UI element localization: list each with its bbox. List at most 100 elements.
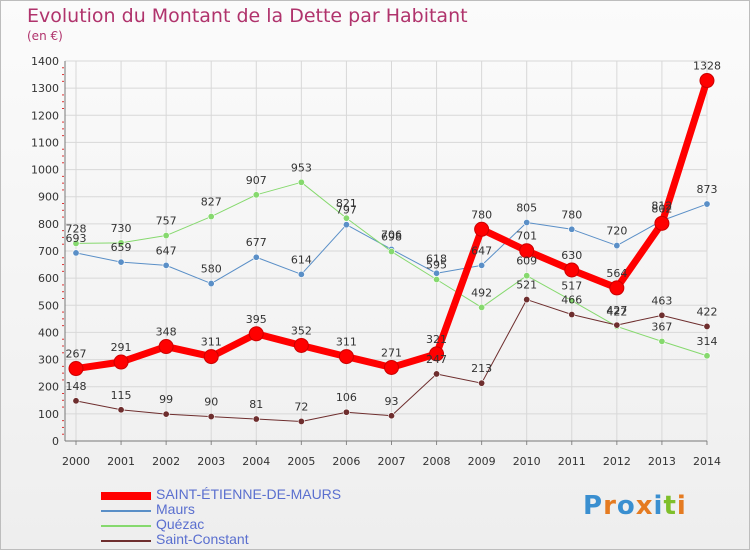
- data-point-saint-constant: [162, 410, 170, 418]
- data-label-saint-tienne-de-maurs: 802: [651, 202, 672, 215]
- data-label-qu-zac: 827: [201, 196, 222, 209]
- x-tick-label: 2001: [107, 455, 135, 468]
- data-label-saint-constant: 99: [159, 393, 173, 406]
- data-label-saint-tienne-de-maurs: 271: [381, 346, 402, 359]
- data-label-qu-zac: 953: [291, 161, 312, 174]
- data-point-maurs: [117, 258, 125, 266]
- x-tick-label: 2006: [332, 455, 360, 468]
- data-label-saint-tienne-de-maurs: 630: [561, 249, 582, 262]
- data-point-qu-zac: [297, 178, 305, 186]
- legend-swatch: [101, 492, 151, 500]
- data-point-saint-tienne-de-maurs: [158, 339, 174, 355]
- data-point-qu-zac: [162, 232, 170, 240]
- data-point-qu-zac: [387, 248, 395, 256]
- data-point-saint-constant: [297, 417, 305, 425]
- y-tick-label: 300: [38, 354, 59, 367]
- y-tick-label: 800: [38, 218, 59, 231]
- y-tick-label: 1100: [31, 136, 59, 149]
- data-point-saint-tienne-de-maurs: [203, 349, 219, 365]
- data-point-qu-zac: [207, 213, 215, 221]
- data-label-maurs: 647: [156, 244, 177, 257]
- data-point-saint-constant: [117, 406, 125, 414]
- unit-label: (en €): [27, 29, 63, 43]
- data-point-saint-tienne-de-maurs: [113, 354, 129, 370]
- data-label-maurs: 659: [111, 241, 132, 254]
- data-label-maurs: 618: [426, 252, 447, 265]
- data-point-saint-constant: [568, 311, 576, 319]
- data-point-qu-zac: [523, 272, 531, 280]
- data-label-saint-constant: 93: [384, 395, 398, 408]
- data-label-saint-constant: 90: [204, 396, 218, 409]
- data-label-saint-tienne-de-maurs: 311: [336, 336, 357, 349]
- data-point-saint-tienne-de-maurs: [564, 262, 580, 278]
- data-point-saint-tienne-de-maurs: [699, 73, 715, 89]
- data-point-qu-zac: [478, 303, 486, 311]
- data-label-maurs: 677: [246, 236, 267, 249]
- data-label-saint-tienne-de-maurs: 348: [156, 326, 177, 339]
- data-point-saint-constant: [207, 413, 215, 421]
- data-point-saint-constant: [72, 397, 80, 405]
- data-label-qu-zac: 821: [336, 197, 357, 210]
- data-point-saint-tienne-de-maurs: [68, 361, 84, 377]
- data-point-maurs: [478, 261, 486, 269]
- data-point-saint-tienne-de-maurs: [474, 221, 490, 237]
- y-tick-label: 200: [38, 381, 59, 394]
- data-point-qu-zac: [658, 337, 666, 345]
- data-label-saint-constant: 72: [294, 400, 308, 413]
- data-label-maurs: 797: [336, 204, 357, 217]
- data-label-saint-tienne-de-maurs: 1328: [693, 60, 721, 73]
- data-point-maurs: [523, 219, 531, 227]
- data-label-saint-constant: 148: [66, 380, 87, 393]
- data-point-saint-tienne-de-maurs: [654, 215, 670, 231]
- data-point-qu-zac: [72, 239, 80, 247]
- data-point-maurs: [342, 221, 350, 229]
- data-point-saint-constant: [613, 321, 621, 329]
- x-tick-label: 2004: [242, 455, 270, 468]
- data-point-maurs: [297, 270, 305, 278]
- x-tick-label: 2010: [513, 455, 541, 468]
- data-label-qu-zac: 730: [111, 222, 132, 235]
- data-label-maurs: 693: [66, 232, 87, 245]
- data-label-maurs: 706: [381, 228, 402, 241]
- y-tick-label: 1400: [31, 55, 59, 68]
- x-tick-label: 2011: [558, 455, 586, 468]
- data-label-qu-zac: 422: [606, 305, 627, 318]
- data-label-maurs: 614: [291, 253, 312, 266]
- data-point-maurs: [568, 225, 576, 233]
- data-point-saint-tienne-de-maurs: [519, 243, 535, 259]
- y-tick-label: 100: [38, 408, 59, 421]
- y-tick-label: 600: [38, 272, 59, 285]
- proxiti-logo: Proxiti: [583, 491, 687, 521]
- data-point-maurs: [162, 261, 170, 269]
- x-tick-label: 2000: [62, 455, 90, 468]
- x-tick-label: 2008: [423, 455, 451, 468]
- data-label-qu-zac: 595: [426, 259, 447, 272]
- data-point-maurs: [703, 200, 711, 208]
- data-label-saint-tienne-de-maurs: 311: [201, 336, 222, 349]
- x-tick-label: 2002: [152, 455, 180, 468]
- x-tick-label: 2005: [287, 455, 315, 468]
- data-point-maurs: [613, 242, 621, 250]
- data-point-qu-zac: [568, 297, 576, 305]
- data-label-qu-zac: 907: [246, 174, 267, 187]
- x-tick-label: 2009: [468, 455, 496, 468]
- data-label-maurs: 805: [516, 202, 537, 215]
- data-label-saint-constant: 213: [471, 362, 492, 375]
- y-tick-label: 1200: [31, 109, 59, 122]
- data-label-qu-zac: 367: [651, 320, 672, 333]
- data-point-maurs: [72, 249, 80, 257]
- legend-label: Quézac: [156, 516, 205, 532]
- data-point-saint-constant: [252, 415, 260, 423]
- data-label-maurs: 580: [201, 263, 222, 276]
- x-tick-label: 2003: [197, 455, 225, 468]
- data-label-saint-tienne-de-maurs: 701: [516, 230, 537, 243]
- data-point-saint-constant: [703, 322, 711, 330]
- data-label-maurs: 812: [651, 200, 672, 213]
- y-tick-label: 400: [38, 326, 59, 339]
- data-point-saint-tienne-de-maurs: [293, 337, 309, 353]
- data-label-saint-constant: 81: [249, 398, 263, 411]
- data-label-qu-zac: 314: [696, 335, 717, 348]
- data-point-saint-constant: [433, 370, 441, 378]
